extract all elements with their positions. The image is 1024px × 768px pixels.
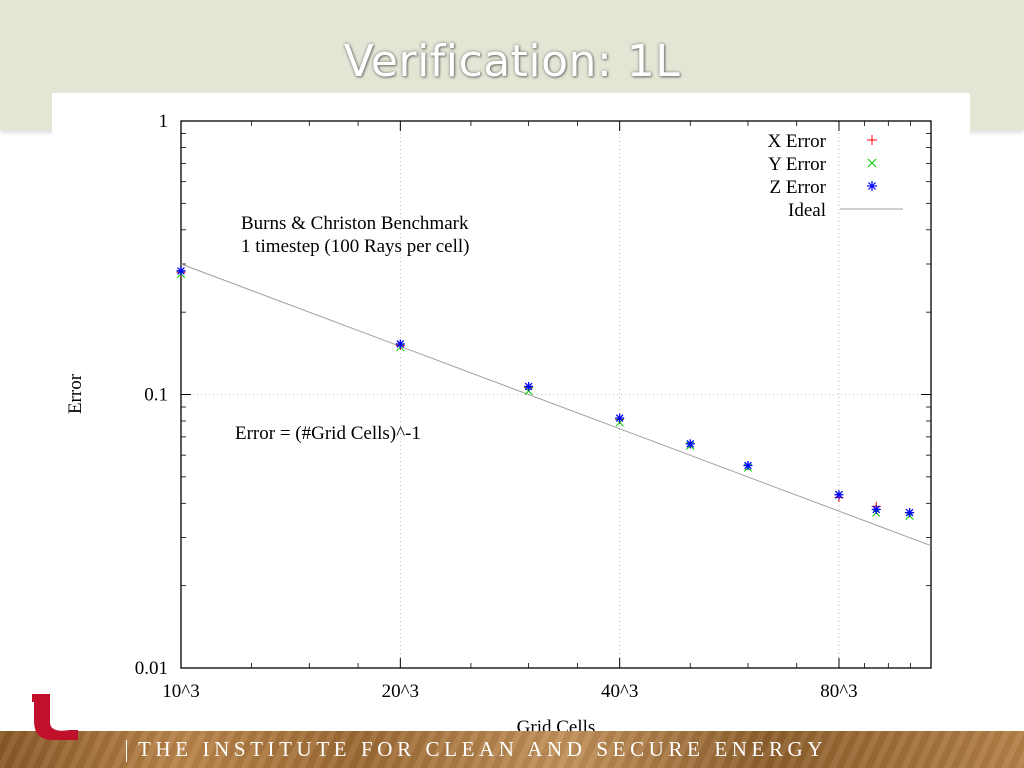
ideal-line	[180, 263, 932, 547]
annotation-benchmark-detail: 1 timestep (100 Rays per cell)	[241, 236, 469, 257]
x-tick-label: 20^3	[382, 681, 419, 702]
y-tick-label: 0.1	[144, 385, 168, 406]
legend-label-x-error: X Error	[767, 131, 826, 152]
z-error-point	[395, 339, 405, 349]
slide-title: Verification: 1L	[343, 36, 681, 87]
footer-institute-name: THE INSTITUTE FOR CLEAN AND SECURE ENERG…	[138, 737, 828, 761]
annotation-benchmark-title: Burns & Christon Benchmark	[241, 213, 469, 234]
data-markers	[176, 266, 915, 521]
z-error-point	[743, 461, 753, 471]
x-tick-label: 10^3	[162, 681, 199, 702]
z-error-point	[685, 439, 695, 449]
z-error-point	[524, 381, 534, 391]
legend: X Error Y Error Z Error Ideal	[767, 131, 903, 221]
x-tick-label: 40^3	[601, 681, 638, 702]
legend-label-ideal: Ideal	[788, 200, 826, 221]
university-u-logo	[32, 694, 78, 740]
z-error-point	[615, 413, 625, 423]
minor-ticks	[181, 121, 931, 668]
footer-divider	[126, 740, 127, 762]
x-tick-label: 80^3	[820, 681, 857, 702]
ideal-line-group	[180, 263, 932, 547]
legend-label-y-error: Y Error	[768, 154, 827, 175]
chart-panel: 10^3 20^3 40^3 80^3 0.01 0.1 1 Burns & Christo…	[52, 93, 970, 738]
y-tick-label: 0.01	[135, 658, 168, 679]
y-tick-label: 1	[159, 111, 169, 132]
legend-marker-y-error	[867, 158, 877, 168]
z-error-point	[834, 490, 844, 500]
legend-marker-x-error	[867, 135, 877, 145]
legend-marker-z-error	[867, 181, 877, 191]
annotation-ideal-formula: Error = (#Grid Cells)^-1	[235, 423, 421, 444]
error-convergence-chart: 10^3 20^3 40^3 80^3 0.01 0.1 1 Burns & Christo…	[65, 111, 932, 738]
legend-label-z-error: Z Error	[770, 177, 827, 198]
grid-lines	[181, 121, 931, 668]
z-error-point	[905, 508, 915, 518]
z-error-point	[871, 504, 881, 514]
z-error-point	[176, 266, 186, 276]
y-axis-label: Error	[65, 373, 86, 414]
tick-labels: 10^3 20^3 40^3 80^3 0.01 0.1 1	[135, 111, 931, 702]
footer-band	[0, 731, 1024, 768]
